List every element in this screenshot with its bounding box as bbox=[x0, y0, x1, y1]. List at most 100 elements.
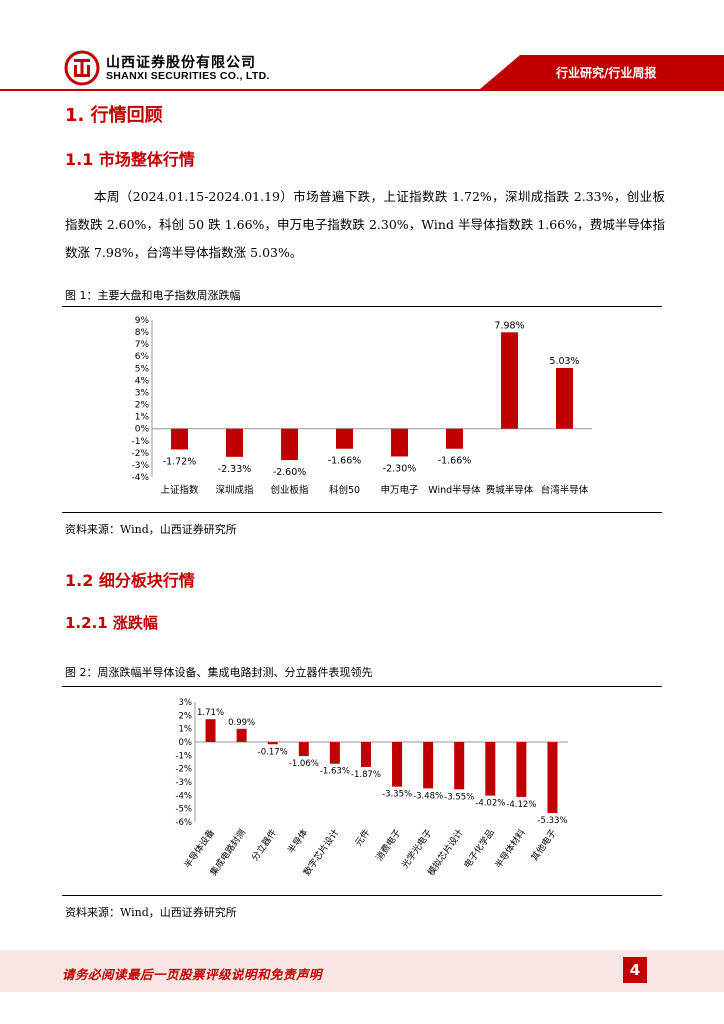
y-tick-label: -3% bbox=[175, 778, 192, 788]
y-tick-label: 9% bbox=[135, 316, 150, 326]
bar bbox=[556, 367, 573, 429]
subsubsection-title-change: 1.2.1 涨跌幅 bbox=[65, 614, 158, 632]
bar bbox=[547, 742, 558, 814]
y-tick-label: 1% bbox=[179, 725, 193, 735]
footer-band bbox=[0, 950, 724, 992]
category-label: Wind半导体 bbox=[428, 484, 481, 496]
data-label: -2.30% bbox=[383, 463, 417, 474]
figure1-caption: 图 1：主要大盘和电子指数周涨跌幅 bbox=[65, 289, 241, 302]
bar bbox=[329, 742, 340, 764]
y-tick-label: 1% bbox=[135, 413, 150, 423]
data-label: -3.55% bbox=[444, 792, 474, 802]
data-label: -1.06% bbox=[289, 759, 319, 769]
y-tick-label: 4% bbox=[135, 376, 150, 386]
category-label: 费城半导体 bbox=[486, 484, 534, 496]
footer-disclaimer: 请务必阅读最后一页股票评级说明和免责声明 bbox=[62, 967, 323, 982]
y-tick-label: 7% bbox=[135, 340, 150, 350]
data-label: -3.35% bbox=[382, 790, 412, 800]
figure1-top-rule bbox=[62, 306, 662, 307]
y-tick-label: 3% bbox=[135, 388, 150, 398]
company-logo-icon bbox=[64, 50, 100, 86]
bar bbox=[171, 428, 188, 450]
bar bbox=[267, 742, 278, 745]
bar bbox=[392, 742, 403, 787]
header-band bbox=[480, 55, 724, 89]
header-divider bbox=[0, 89, 724, 91]
data-label: -1.66% bbox=[328, 456, 362, 467]
y-tick-label: -3% bbox=[131, 461, 149, 471]
data-label: -4.02% bbox=[475, 799, 505, 809]
figure2-bar-chart: 3% 2% 1% 0% -1% -2% -3% -4% -5% -6% 1.71% 半导体设备 0.99… bbox=[175, 698, 568, 878]
data-label: -1.72% bbox=[163, 456, 197, 467]
category-label: 光学光电子 bbox=[399, 827, 435, 871]
data-label: 1.71% bbox=[197, 708, 224, 718]
y-tick-label: -1% bbox=[175, 751, 192, 761]
figure2-bottom-rule bbox=[62, 895, 662, 896]
bar bbox=[423, 742, 434, 789]
y-tick-label: 0% bbox=[135, 425, 150, 435]
bar bbox=[236, 728, 247, 742]
data-label: -1.66% bbox=[438, 456, 472, 467]
company-name-cn: 山西证券股份有限公司 bbox=[106, 55, 256, 71]
category-label: 科创50 bbox=[329, 484, 360, 496]
category-label: 深圳成指 bbox=[215, 484, 254, 496]
figure1-bottom-rule bbox=[62, 512, 662, 513]
report-category: 行业研究/行业周报 bbox=[556, 66, 657, 80]
category-label: 分立器件 bbox=[249, 827, 279, 863]
bar bbox=[226, 428, 243, 457]
data-label: -2.33% bbox=[218, 464, 252, 475]
y-tick-label: -6% bbox=[175, 818, 192, 828]
category-label: 半导体材料 bbox=[492, 827, 528, 871]
category-label: 消费电子 bbox=[373, 827, 403, 863]
category-label: 其他电子 bbox=[528, 827, 558, 863]
figure2-top-rule bbox=[62, 686, 662, 687]
market-summary-paragraph: 本周（2024.01.15-2024.01.19）市场普遍下跌，上证指数跌 1.… bbox=[65, 189, 665, 260]
bar bbox=[454, 742, 465, 790]
subsection-title-sectors: 1.2 细分板块行情 bbox=[65, 571, 195, 590]
y-tick-label: 5% bbox=[135, 364, 150, 374]
category-label: 半导体 bbox=[285, 827, 310, 856]
data-label: 7.98% bbox=[494, 320, 524, 331]
y-tick-label: -5% bbox=[175, 805, 192, 815]
y-tick-label: 6% bbox=[135, 352, 150, 362]
bar bbox=[516, 742, 527, 797]
data-label: -3.48% bbox=[413, 791, 443, 801]
category-label: 元件 bbox=[352, 827, 372, 849]
bar bbox=[298, 742, 309, 757]
y-tick-label: -4% bbox=[175, 791, 192, 801]
bar bbox=[485, 742, 496, 796]
section-title: 1. 行情回顾 bbox=[65, 105, 163, 126]
y-tick-label: 0% bbox=[179, 738, 193, 748]
data-label: -4.12% bbox=[506, 800, 536, 810]
data-label: -1.87% bbox=[351, 770, 381, 780]
bar bbox=[446, 428, 463, 449]
data-label: -2.60% bbox=[273, 467, 307, 478]
y-tick-label: -4% bbox=[131, 473, 149, 483]
category-label: 半导体设备 bbox=[181, 827, 217, 871]
category-label: 创业板指 bbox=[270, 484, 309, 496]
y-tick-label: -2% bbox=[131, 449, 149, 459]
data-label: 5.03% bbox=[549, 356, 579, 367]
bar bbox=[336, 428, 353, 449]
page-number: 4 bbox=[623, 957, 647, 983]
figure1-source: 资料来源：Wind，山西证券研究所 bbox=[65, 523, 237, 536]
bar bbox=[501, 332, 518, 429]
y-tick-label: 2% bbox=[135, 401, 150, 411]
figure1-bar-chart: 9% 8% 7% 6% 5% 4% 3% 2% 1% 0% -1% -2% -3% -4% -1.72% 上证… bbox=[131, 316, 592, 496]
bar bbox=[281, 428, 298, 461]
subsection-title-market: 1.1 市场整体行情 bbox=[65, 150, 195, 169]
company-name-en: SHANXI SECURITIES CO., LTD. bbox=[106, 70, 270, 82]
category-label: 台湾半导体 bbox=[541, 484, 589, 496]
y-tick-label: 8% bbox=[135, 328, 150, 338]
data-label: 0.99% bbox=[228, 718, 255, 728]
bar bbox=[205, 719, 216, 742]
data-label: -5.33% bbox=[537, 816, 567, 826]
category-label: 上证指数 bbox=[160, 484, 199, 496]
bar bbox=[391, 428, 408, 457]
y-tick-label: 2% bbox=[179, 711, 193, 721]
y-tick-label: -1% bbox=[131, 437, 149, 447]
data-label: -0.17% bbox=[258, 747, 288, 757]
category-label: 电子化学品 bbox=[461, 827, 497, 871]
data-label: -1.63% bbox=[320, 767, 350, 777]
y-tick-label: 3% bbox=[179, 698, 193, 708]
